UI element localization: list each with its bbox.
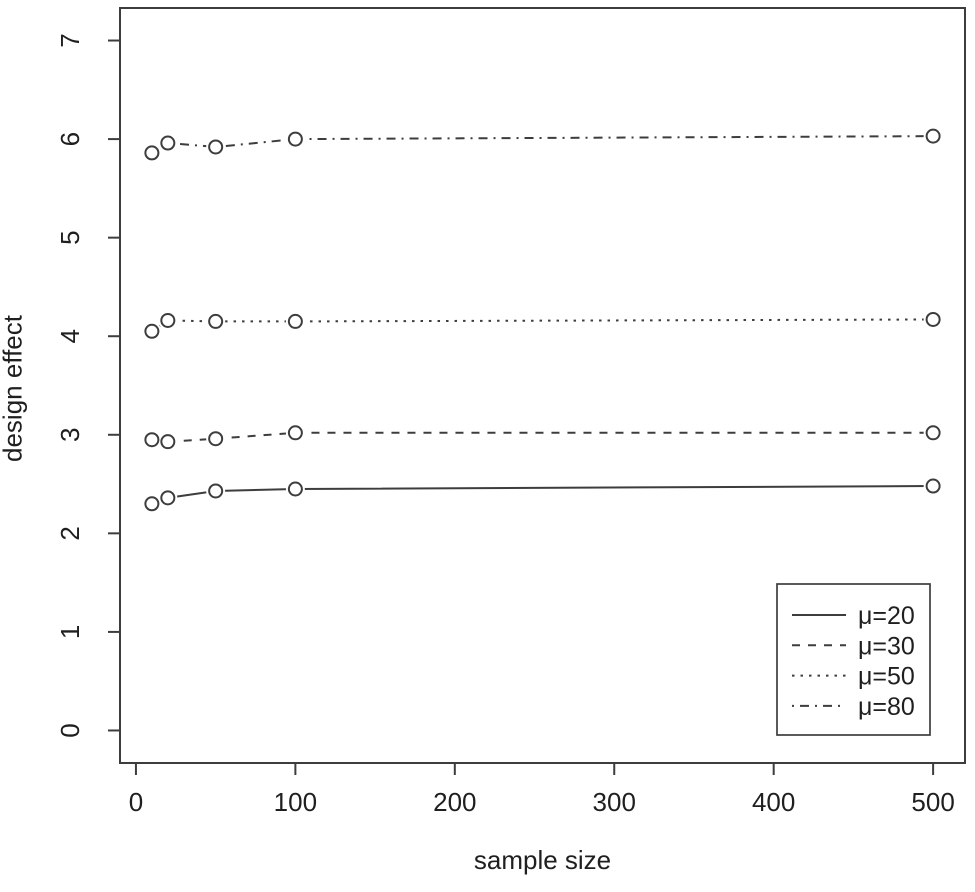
x-tick-label: 500 [911, 787, 954, 817]
y-tick-label: 4 [55, 329, 85, 343]
legend-box [776, 583, 931, 736]
y-tick-label: 5 [55, 230, 85, 244]
x-tick-label: 100 [274, 787, 317, 817]
y-axis-title: design effect [0, 315, 28, 462]
legend-label: μ=20 [858, 602, 915, 630]
legend-label: μ=50 [858, 663, 915, 691]
data-point [208, 139, 224, 155]
data-point [160, 434, 176, 450]
y-tick-label: 1 [55, 625, 85, 639]
y-tick-label: 0 [55, 723, 85, 737]
series-line-dashdot [151, 135, 934, 154]
legend-label: μ=30 [858, 632, 915, 660]
data-point [287, 425, 303, 441]
data-point [208, 431, 224, 447]
data-point [208, 483, 224, 499]
data-point [287, 131, 303, 147]
x-tick-label: 200 [433, 787, 476, 817]
y-tick-label: 2 [55, 526, 85, 540]
x-tick-label: 300 [593, 787, 636, 817]
data-point [925, 128, 941, 144]
data-point [144, 432, 160, 448]
y-tick-label: 7 [55, 33, 85, 47]
x-axis-title: sample size [473, 845, 612, 875]
data-point [925, 478, 941, 494]
x-tick-label: 400 [752, 787, 795, 817]
data-point [925, 425, 941, 441]
data-point [144, 145, 160, 161]
data-point [160, 135, 176, 151]
data-point [287, 313, 303, 329]
y-tick-label: 3 [55, 428, 85, 442]
plot-border [119, 7, 966, 764]
data-point [925, 311, 941, 327]
series-line-dashed [151, 431, 934, 443]
data-point [287, 481, 303, 497]
y-tick-label: 6 [55, 132, 85, 146]
data-point [160, 312, 176, 328]
data-point [144, 496, 160, 512]
data-point [160, 490, 176, 506]
legend-label: μ=80 [858, 693, 915, 721]
data-point [144, 323, 160, 339]
data-point [208, 313, 224, 329]
series-line-dotted [151, 318, 934, 333]
x-tick-label: 0 [129, 787, 143, 817]
series-line-solid [151, 485, 934, 505]
